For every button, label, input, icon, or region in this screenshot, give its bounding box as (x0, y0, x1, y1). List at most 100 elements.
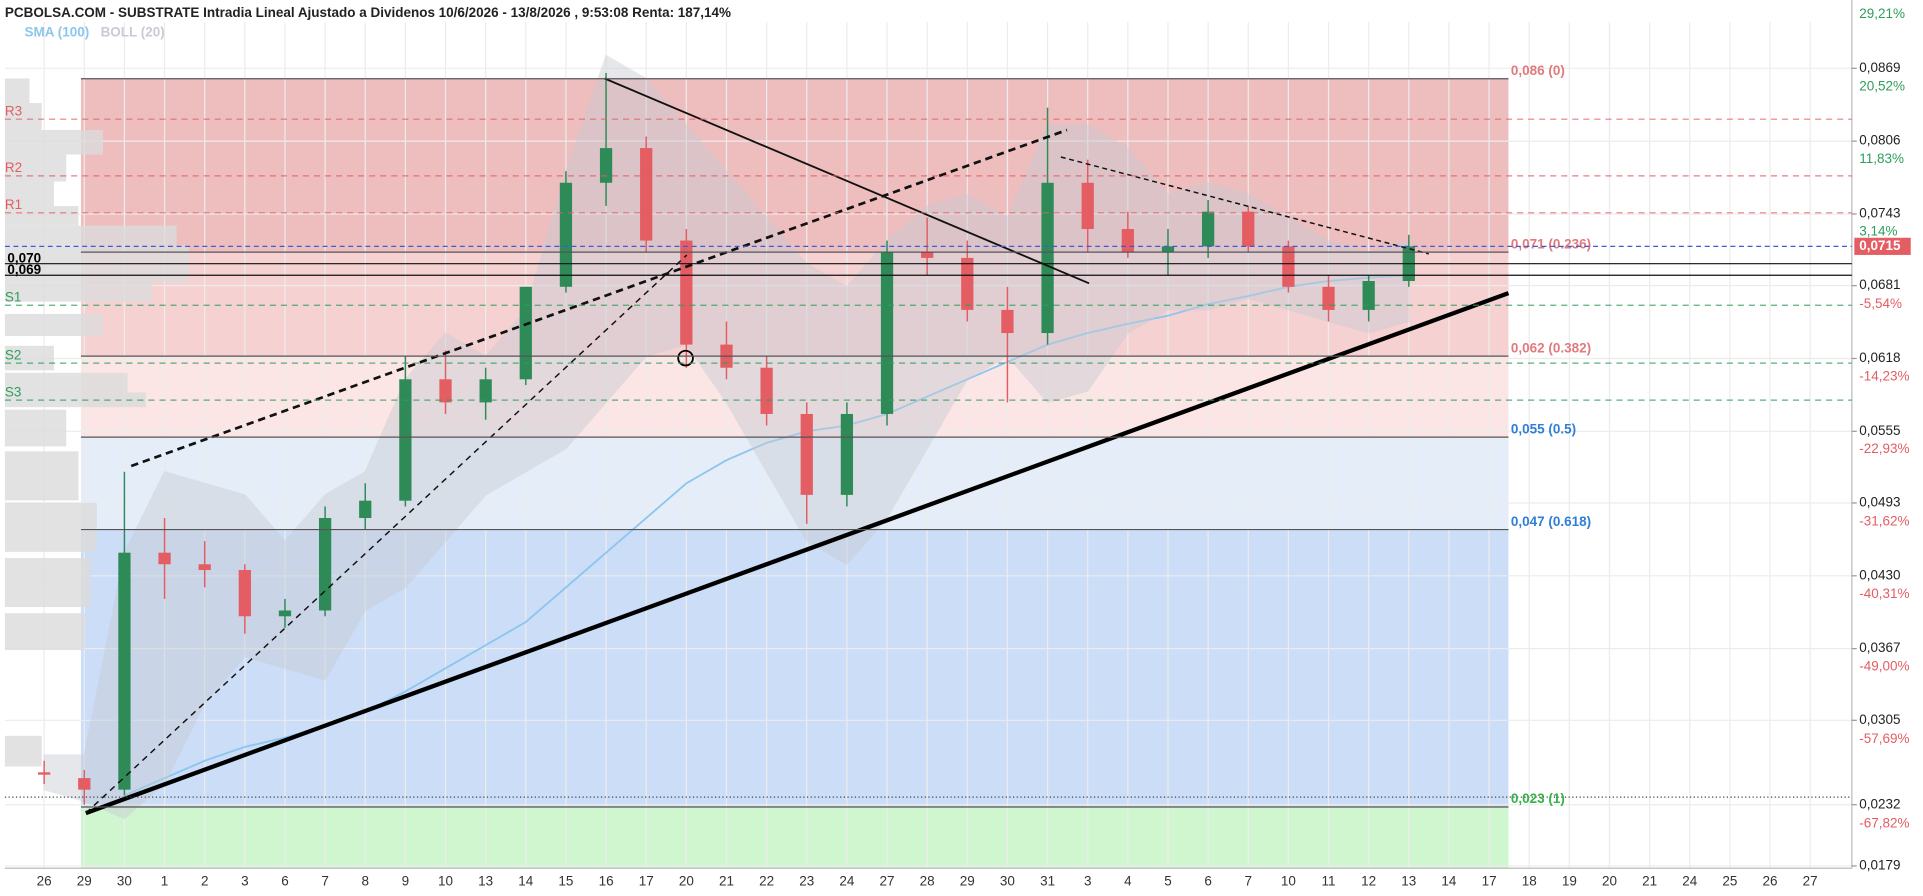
x-tick-label: 30 (117, 873, 132, 888)
x-tick-label: 14 (1441, 873, 1456, 888)
candle-body (38, 772, 51, 775)
x-tick-label: 18 (1522, 873, 1537, 888)
fib-band (80, 437, 1509, 530)
x-tick-label: 7 (321, 873, 329, 888)
fib-label: 0,047 (0.618) (1511, 514, 1591, 529)
candle-body (961, 257, 974, 310)
candle-body (158, 552, 171, 565)
x-tick-label: 11 (1322, 873, 1336, 888)
candle-body (78, 778, 91, 790)
fib-label: 0,055 (0.5) (1511, 421, 1576, 436)
x-tick-label: 22 (759, 873, 774, 888)
x-tick-label: 29 (77, 873, 92, 888)
x-tick-label: 3 (241, 873, 249, 888)
y-tick-label: 0,0806 (1859, 133, 1900, 148)
candle-body (198, 564, 211, 571)
y-tick-label: 0,0555 (1859, 423, 1900, 438)
candle-body (479, 379, 492, 403)
fib-band (80, 252, 1509, 357)
y-tick-label: 0,0367 (1859, 640, 1900, 655)
last-price-tag (1854, 237, 1911, 255)
x-tick-label: 16 (599, 873, 614, 888)
fib-band (80, 807, 1509, 869)
candle-body (880, 252, 894, 414)
x-tick-label: 6 (281, 873, 289, 888)
x-tick-label: 1 (161, 873, 169, 888)
bollinger-band (43, 54, 1410, 820)
trendline (85, 254, 688, 814)
candle-body (1322, 286, 1335, 310)
level-label: 0,070 (7, 250, 41, 265)
candle-body (439, 379, 452, 403)
y2-tick-label: -14,23% (1859, 369, 1909, 384)
candle-body (760, 367, 773, 414)
fib-label: 0,071 (0.236) (1511, 236, 1591, 251)
x-tick-label: 10 (438, 873, 453, 888)
candle-body (599, 148, 613, 183)
candle-body (1041, 182, 1054, 334)
candle-body (399, 379, 412, 501)
candle-body (800, 413, 813, 495)
x-tick-label: 3 (1084, 873, 1092, 888)
candle-body (519, 286, 532, 380)
x-tick-label: 4 (1124, 873, 1132, 888)
x-tick-label: 20 (679, 873, 694, 888)
candle-body (238, 570, 251, 617)
plot-layer (38, 54, 1415, 820)
pivot-label: R1 (5, 197, 22, 212)
fib-label: 0,023 (1) (1511, 791, 1565, 806)
legend-entry: BOLL (20) (101, 25, 165, 40)
x-tick-label: 30 (1000, 873, 1015, 888)
fib-band (80, 78, 1509, 253)
y2-tick-label: -49,00% (1859, 659, 1909, 674)
x-tick-label: 12 (1361, 873, 1376, 888)
candle-body (640, 148, 653, 241)
x-tick-label: 21 (719, 873, 734, 888)
x-tick-label: 27 (880, 873, 895, 888)
x-tick-label: 31 (1040, 873, 1055, 888)
x-tick-label: 17 (1482, 873, 1497, 888)
candle-body (359, 500, 372, 519)
volume-profile (4, 78, 189, 767)
pivot-label: S3 (5, 384, 22, 399)
y2-tick-label: -57,69% (1859, 731, 1909, 746)
candle-body (318, 518, 332, 611)
y2-tick-label: 11,83% (1859, 151, 1904, 166)
candle-body (1001, 309, 1014, 334)
candle-body (1242, 211, 1255, 247)
candle-body (921, 252, 934, 258)
labels-layer: 0,086 (0) 0,071 (0.236) 0,062 (0.382) 0,055… (4, 6, 1911, 888)
y-tick-label: 0,0869 (1859, 60, 1900, 75)
y2-tick-label: -22,93% (1859, 441, 1909, 456)
x-tick-label: 24 (1682, 873, 1697, 888)
fib-label: 0,086 (0) (1511, 63, 1565, 78)
trendlines (4, 77, 1852, 816)
candle-body (118, 552, 131, 790)
candle-body (1161, 246, 1175, 253)
y-tick-label: 0,0232 (1859, 796, 1900, 811)
y-tick-label: 0,0179 (1859, 858, 1900, 873)
y-tick-label: 0,0618 (1859, 350, 1900, 365)
background-layer (4, 22, 1852, 869)
y2-tick-label: 20,52% (1859, 79, 1905, 94)
x-tick-label: 13 (1401, 873, 1416, 888)
y-tick-label: 0,0493 (1859, 495, 1900, 510)
x-tick-label: 7 (1245, 873, 1253, 888)
x-tick-label: 2 (201, 873, 209, 888)
candle-body (1362, 281, 1375, 310)
x-tick-label: 15 (558, 873, 573, 888)
last-price-label: 0,0715 (1859, 238, 1901, 253)
fib-band (80, 356, 1509, 438)
level-label: 0,069 (7, 262, 41, 277)
x-tick-label: 17 (639, 873, 654, 888)
x-tick-label: 23 (799, 873, 814, 888)
pivot-label: R2 (5, 160, 22, 175)
pivot-label: R3 (5, 103, 22, 118)
x-tick-label: 14 (518, 873, 533, 888)
trendline (1060, 156, 1429, 255)
x-tick-label: 8 (361, 873, 369, 888)
y2-tick-label: -31,62% (1859, 514, 1909, 529)
y2-tick-label: 29,21% (1859, 6, 1905, 21)
fib-label: 0,062 (0.382) (1511, 340, 1591, 355)
x-tick-label: 20 (1602, 873, 1617, 888)
